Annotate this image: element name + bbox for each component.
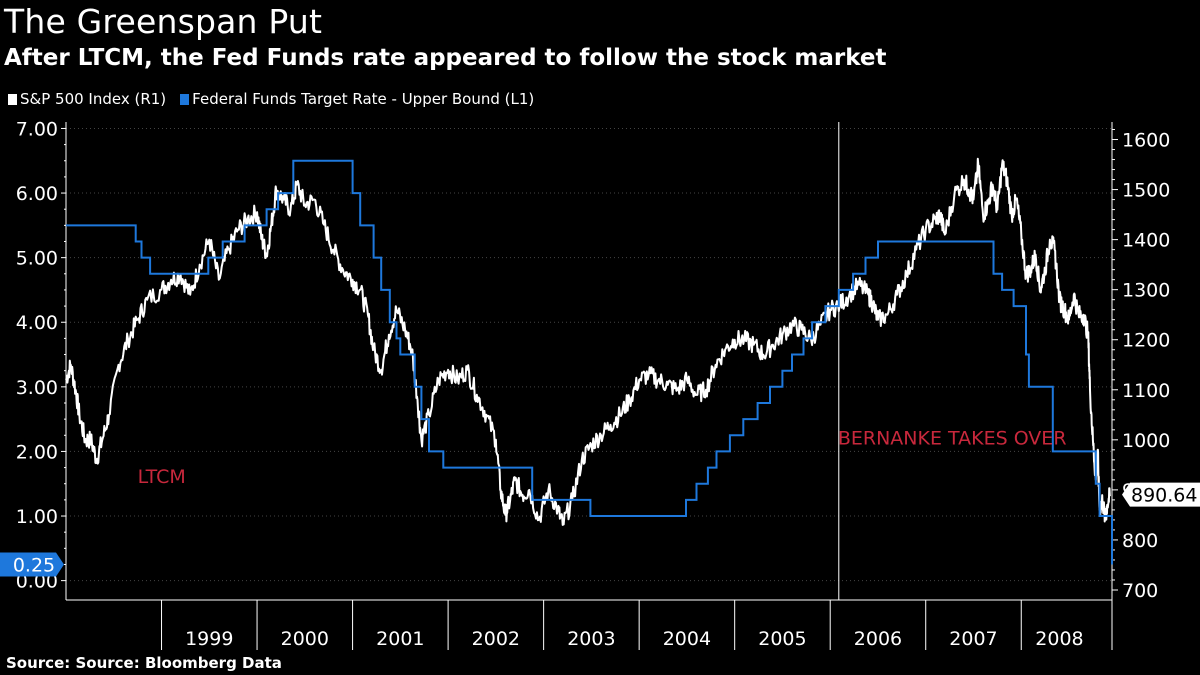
axes <box>61 122 1118 650</box>
legend: S&P 500 Index (R1) Federal Funds Target … <box>8 90 548 108</box>
legend-swatch-fed-funds <box>180 93 190 105</box>
year-label: 2003 <box>567 628 615 650</box>
year-label: 2006 <box>854 628 902 650</box>
spx-last-value-label: 890.64 <box>1131 485 1197 507</box>
source-note: Source: Source: Bloomberg Data <box>6 654 282 672</box>
labels: 0.001.002.003.004.005.006.007.0070080090… <box>0 118 1200 650</box>
annotation-bernanke: BERNANKE TAKES OVER <box>838 427 1067 449</box>
left-tick-label: 6.00 <box>16 183 58 205</box>
spx-last-value-tag <box>1122 482 1200 507</box>
year-label: 2008 <box>1035 628 1083 650</box>
year-label: 2007 <box>949 628 997 650</box>
right-tick-label: 1300 <box>1122 280 1170 302</box>
legend-label-spx: S&P 500 Index (R1) <box>20 90 167 108</box>
series <box>65 122 1113 600</box>
right-tick-label: 1000 <box>1122 430 1170 452</box>
fed-funds-line <box>66 159 1113 565</box>
legend-item-spx: S&P 500 Index (R1) <box>8 90 166 108</box>
legend-swatch-spx <box>8 93 17 105</box>
right-tick-label: 1500 <box>1122 180 1170 202</box>
fed-last-value-label: 0.25 <box>13 554 55 576</box>
legend-label-fed-funds: Federal Funds Target Rate - Upper Bound … <box>192 90 535 108</box>
right-tick-label: 1600 <box>1122 130 1170 152</box>
left-tick-label: 4.00 <box>16 312 58 334</box>
right-tick-label: 1400 <box>1122 230 1170 252</box>
year-label: 2002 <box>472 628 520 650</box>
annotation-ltcm: LTCM <box>138 466 186 488</box>
right-tick-label: 800 <box>1122 530 1158 552</box>
legend-item-fed-funds: Federal Funds Target Rate - Upper Bound … <box>180 90 534 108</box>
fed-last-value-tag <box>0 552 64 577</box>
left-tick-label: 3.00 <box>16 377 58 399</box>
left-tick-label: 1.00 <box>16 506 58 528</box>
left-tick-label: 5.00 <box>16 248 58 270</box>
chart-title: The Greenspan Put <box>4 2 323 41</box>
year-label: 2004 <box>663 628 711 650</box>
left-tick-label: 7.00 <box>16 118 58 140</box>
right-tick-label: 700 <box>1122 580 1158 602</box>
year-label: 2001 <box>376 628 424 650</box>
year-label: 1999 <box>185 628 233 650</box>
right-tick-label: 1200 <box>1122 330 1170 352</box>
spx-line <box>65 157 1112 526</box>
year-label: 2000 <box>281 628 329 650</box>
chart-subtitle: After LTCM, the Fed Funds rate appeared … <box>4 45 887 71</box>
left-tick-label: 2.00 <box>16 441 58 463</box>
right-tick-label: 1100 <box>1122 380 1170 402</box>
year-label: 2005 <box>758 628 806 650</box>
